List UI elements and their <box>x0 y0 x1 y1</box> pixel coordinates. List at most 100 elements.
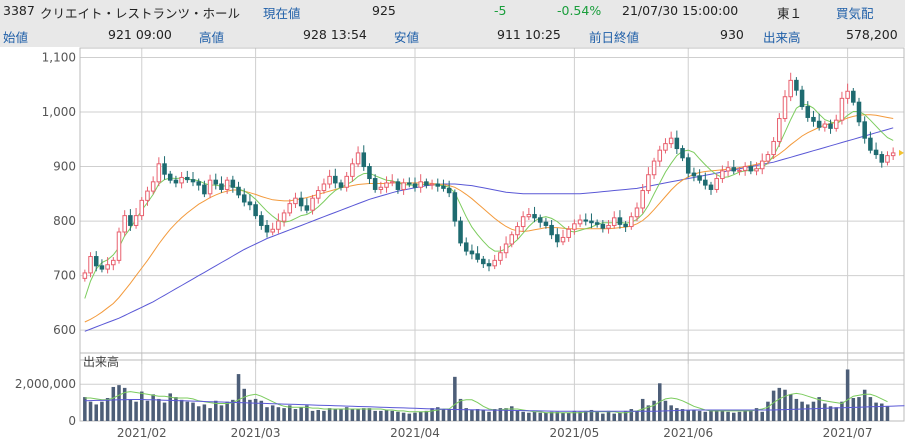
volume-bar <box>572 410 577 421</box>
volume-bar <box>231 399 235 421</box>
candle-body <box>315 190 321 199</box>
price-tick-label: 1,000 <box>42 105 76 119</box>
candle-body <box>429 183 435 186</box>
candle-body <box>520 216 526 228</box>
volume-bar <box>612 413 616 421</box>
candle-body <box>247 201 253 206</box>
volume-bar <box>726 411 730 421</box>
volume-bar <box>845 369 850 421</box>
candle-body <box>401 182 406 190</box>
volume-bar <box>475 409 480 421</box>
candle-body <box>486 263 492 267</box>
candle-body <box>634 207 640 218</box>
volume-bar <box>453 376 457 421</box>
volume-bar <box>185 401 190 421</box>
month-tick-label: 2021/02 <box>117 426 167 440</box>
volume-bar <box>629 409 634 421</box>
volume-bar <box>692 409 696 421</box>
candle-body <box>885 155 890 163</box>
candle-body <box>150 181 156 192</box>
current-price-label: 現在値 <box>263 6 301 21</box>
candle-body <box>629 216 634 228</box>
quote-atmosphere: 買気配 <box>836 6 874 21</box>
volume-bar <box>407 413 412 421</box>
volume-bar <box>749 409 753 421</box>
volume-bar <box>720 410 725 421</box>
volume-bar <box>248 399 252 421</box>
candle-body <box>145 190 150 201</box>
volume-bar <box>771 390 776 421</box>
volume-bar <box>100 401 104 421</box>
volume-bar <box>122 387 127 421</box>
volume-bar <box>168 393 172 421</box>
volume-bar <box>396 411 400 421</box>
volume-bar <box>618 412 622 421</box>
candle-body <box>742 166 748 171</box>
candle-body <box>259 215 264 226</box>
volume-bar <box>162 402 167 421</box>
volume-bar <box>384 409 389 421</box>
candle-body <box>737 169 742 172</box>
volume-bar <box>94 404 98 421</box>
volume-bar <box>316 409 320 421</box>
volume-bar <box>430 408 434 421</box>
candle-body <box>651 160 657 176</box>
candle-body <box>133 215 139 226</box>
candle-body <box>725 167 731 172</box>
candle-body <box>572 223 577 230</box>
candle-body <box>270 228 275 233</box>
volume-bar <box>862 389 867 421</box>
chart-grid <box>80 48 904 422</box>
volume-tick-label: 2,000,000 <box>15 377 76 391</box>
candle-body <box>355 152 361 165</box>
candle-body <box>851 90 856 103</box>
volume-bar <box>527 412 531 421</box>
quote-datetime: 21/07/30 15:00:00 <box>622 3 739 18</box>
volume-bar <box>174 397 178 421</box>
stock-name: クリエイト・レストランツ・ホール <box>40 6 241 21</box>
candle-body <box>378 186 384 190</box>
candle-body <box>828 123 833 129</box>
month-tick-label: 2021/06 <box>663 426 713 440</box>
volume-bar <box>709 410 713 421</box>
candle-body <box>190 179 196 183</box>
chart-axes <box>79 47 905 422</box>
volume-bar <box>601 413 605 421</box>
volume-bar <box>788 394 793 421</box>
candle-body <box>395 181 401 190</box>
candle-body <box>691 172 697 177</box>
candle-body <box>156 163 162 183</box>
volume-bar <box>743 410 747 421</box>
candle-body <box>816 120 822 128</box>
volume-bar <box>145 400 150 421</box>
volume-bar <box>851 398 856 421</box>
volume-bar <box>806 404 810 421</box>
volume-bar <box>436 407 440 421</box>
volume-bar <box>714 409 719 421</box>
stock-code: 3387 <box>3 3 35 18</box>
candle-body <box>219 183 224 190</box>
candle-body <box>253 204 258 217</box>
candle-body <box>720 170 725 180</box>
volume-bar <box>589 409 594 421</box>
candle-body <box>503 243 509 254</box>
candle-body <box>714 178 719 190</box>
candle-body <box>640 190 645 209</box>
candle-body <box>469 250 475 255</box>
candle-body <box>463 242 469 252</box>
volume-bar <box>418 411 423 421</box>
volume-bar <box>823 403 827 421</box>
candle-body <box>839 97 845 121</box>
volume-bar <box>242 388 246 421</box>
candle-body <box>794 79 799 91</box>
candle-body <box>327 175 332 185</box>
volume-bar <box>874 402 878 421</box>
candle-body <box>241 194 247 203</box>
volume-bar <box>333 409 338 421</box>
candle-body <box>674 137 680 150</box>
candle-body <box>668 137 674 145</box>
volume-bar <box>225 401 229 421</box>
candle-body <box>657 149 663 162</box>
candle-body <box>549 224 554 236</box>
ma-long-line <box>84 127 894 332</box>
